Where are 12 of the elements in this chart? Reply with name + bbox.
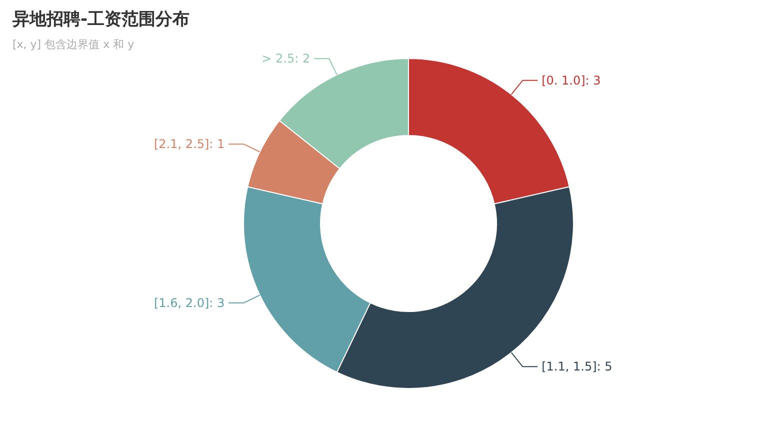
data-label: : 1 xyxy=(209,137,225,152)
data-label: : 3 xyxy=(585,73,601,88)
slice-label: [1.6, 2.0] xyxy=(154,296,210,310)
data-label: : 3 xyxy=(209,296,225,310)
slice-label: [1.1, 1.5] xyxy=(542,360,597,374)
chart-title: 异地招聘-工资范围分布 xyxy=(12,10,190,30)
chart-subtitle: [x, y] 包含边界值 x 和 y xyxy=(12,38,135,51)
slice-label: [0. 1.0] xyxy=(542,73,586,88)
slice-label: [2.1, 2.5] xyxy=(154,137,210,152)
slice-label: > 2.5 xyxy=(262,52,295,66)
data-label: : 5 xyxy=(596,360,612,374)
data-label: : 2 xyxy=(294,52,310,66)
